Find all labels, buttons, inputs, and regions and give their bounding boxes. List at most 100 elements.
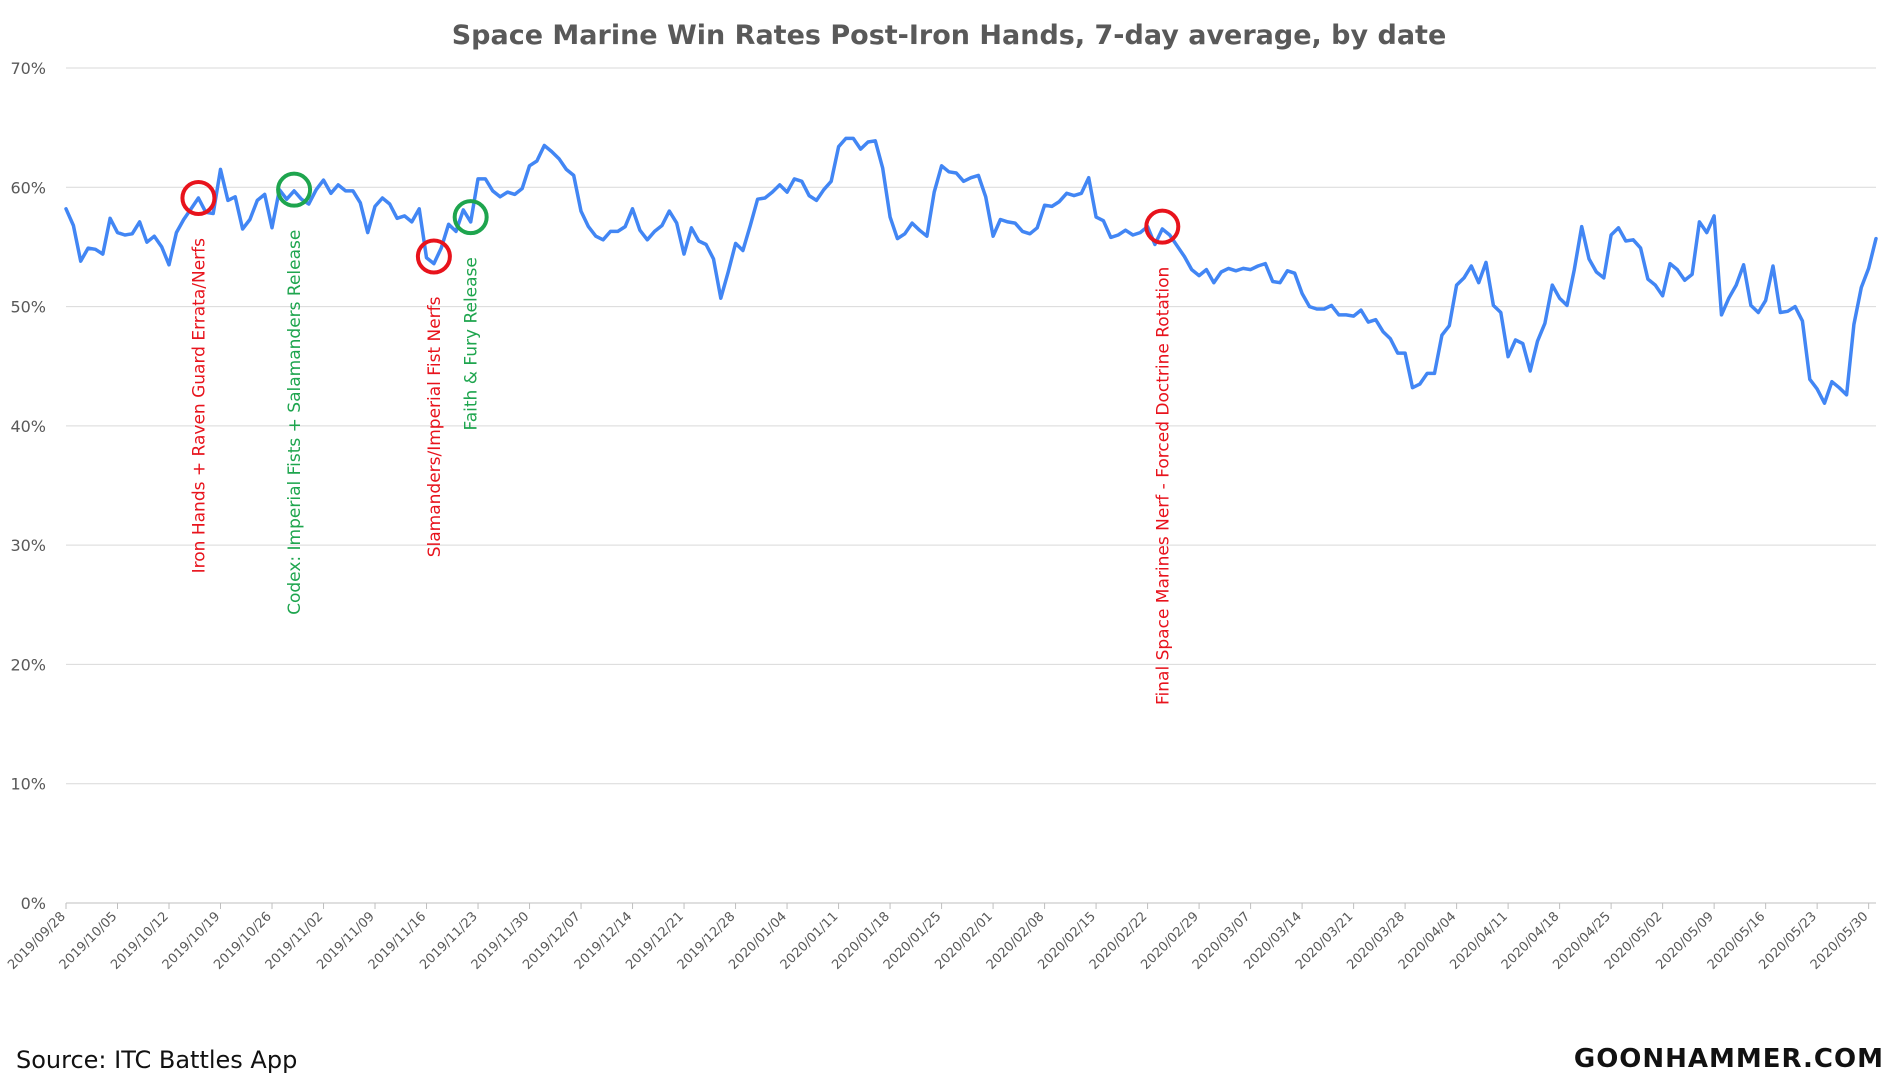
data-point <box>1345 314 1347 316</box>
event-marker-circle <box>1144 208 1181 245</box>
data-point <box>1309 306 1310 308</box>
data-point <box>1706 232 1708 234</box>
data-point <box>1213 282 1215 284</box>
source-note: Source: ITC Battles App <box>16 1046 298 1074</box>
data-point <box>499 196 501 198</box>
y-axis-ticks: 0% 10% 20% 30% 40% 50% 60% 70% <box>10 59 46 913</box>
data-point <box>131 233 133 235</box>
data-point <box>1669 263 1671 265</box>
data-point <box>1588 258 1590 260</box>
data-point <box>852 137 854 139</box>
data-point <box>433 263 435 265</box>
data-point <box>315 189 317 191</box>
data-point <box>1095 216 1097 218</box>
data-point <box>536 160 538 162</box>
data-point <box>808 195 810 197</box>
y-tick-label: 70% <box>10 59 46 78</box>
event-marker-circle <box>415 238 452 275</box>
data-point <box>816 199 817 201</box>
data-point <box>1154 244 1156 245</box>
data-point <box>1191 269 1193 271</box>
data-point <box>286 198 288 200</box>
annotation-layer: Iron Hands + Raven Guard Errata/Nerfs Cod… <box>180 171 1181 705</box>
data-point <box>1676 269 1678 271</box>
data-point <box>580 210 582 212</box>
data-point <box>874 140 876 142</box>
data-point <box>999 219 1001 220</box>
data-point <box>323 179 324 181</box>
data-point <box>896 238 898 240</box>
data-point <box>139 221 141 223</box>
data-point <box>690 227 692 229</box>
data-point <box>1662 295 1664 297</box>
data-point <box>1117 234 1119 236</box>
data-point <box>124 234 126 236</box>
data-point <box>1235 270 1237 272</box>
data-point <box>1544 322 1546 324</box>
data-point <box>1603 277 1605 279</box>
data-point <box>676 222 678 224</box>
data-point <box>632 208 633 210</box>
y-tick-label: 40% <box>10 417 46 436</box>
y-tick-label: 0% <box>21 894 46 913</box>
data-point <box>1228 267 1229 269</box>
data-point <box>764 197 766 199</box>
data-point <box>1257 265 1259 267</box>
data-point <box>1735 284 1737 286</box>
data-point <box>933 191 935 193</box>
data-point <box>367 232 369 234</box>
data-point <box>1801 320 1803 322</box>
data-point <box>1051 205 1053 207</box>
data-point <box>1838 387 1840 389</box>
data-point <box>1022 230 1023 232</box>
data-point <box>1110 236 1112 238</box>
data-point <box>845 137 847 139</box>
data-point <box>749 225 751 226</box>
data-point <box>1360 309 1362 311</box>
data-point <box>1220 271 1222 273</box>
data-point <box>911 222 913 224</box>
data-point <box>264 193 266 195</box>
data-point <box>1478 282 1480 284</box>
data-point <box>654 230 656 232</box>
data-point <box>617 230 619 232</box>
data-point <box>426 257 427 259</box>
data-point <box>1434 372 1435 374</box>
data-point <box>1058 201 1060 203</box>
data-point <box>352 190 354 192</box>
data-point <box>1492 304 1494 306</box>
data-point <box>757 198 759 200</box>
data-point <box>374 205 376 207</box>
data-point <box>1757 312 1759 313</box>
data-point <box>1066 192 1068 194</box>
data-point <box>1080 192 1082 194</box>
y-tick-label: 60% <box>10 178 46 197</box>
data-point <box>1831 381 1833 383</box>
data-point <box>639 229 641 231</box>
data-point <box>359 202 361 204</box>
data-point <box>882 167 884 169</box>
event-annotation-label: Slamanders/Imperial Fist Nerfs <box>425 296 445 557</box>
data-point <box>455 230 457 232</box>
data-point <box>985 196 987 198</box>
event-marker-circle <box>180 180 217 217</box>
y-tick-label: 10% <box>10 775 46 794</box>
data-point <box>1419 383 1421 385</box>
data-point <box>477 178 479 180</box>
line-chart: Space Marine Win Rates Post-Iron Hands, … <box>5 20 1878 973</box>
event-annotation-label: Codex: Imperial Fists + Salamanders Rele… <box>285 230 305 615</box>
data-point <box>212 213 214 214</box>
data-point <box>102 253 104 255</box>
data-point <box>926 235 928 237</box>
data-point <box>889 216 891 218</box>
event-annotation-label: Faith & Fury Release <box>462 257 482 430</box>
data-point <box>300 198 302 200</box>
data-point <box>1382 331 1384 333</box>
data-point <box>1515 339 1516 341</box>
data-point <box>830 180 832 182</box>
data-point <box>507 191 508 193</box>
data-point <box>823 189 825 191</box>
data-point <box>220 168 221 170</box>
data-point <box>838 146 840 148</box>
data-point <box>1242 267 1244 269</box>
